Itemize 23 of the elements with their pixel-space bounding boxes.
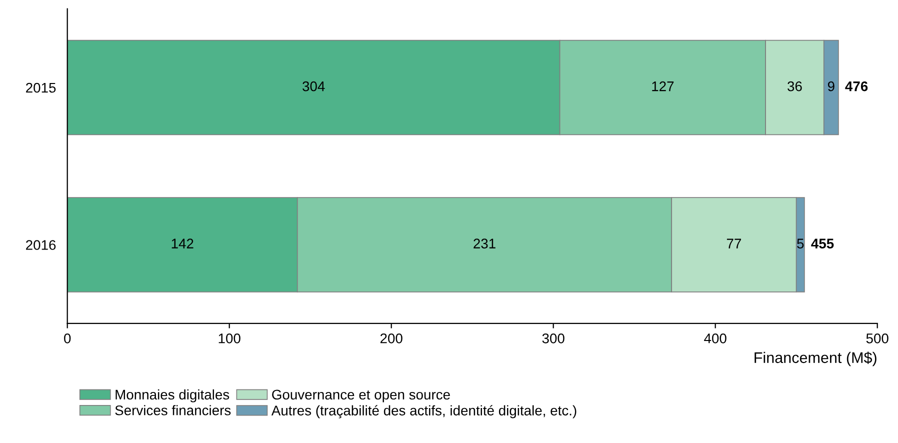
data-label: 231 [474,238,496,248]
data-label: 9 [828,81,834,92]
legend-label: Gouvernance et open source [272,390,450,402]
data-label: 127 [652,81,674,92]
total-label: 476 [845,81,868,92]
legend-label: Autres (traçabilité des actifs, identité digitale, etc.) [271,405,576,418]
x-tick-label: 400 [704,333,726,344]
y-tick-label: 2015 [26,82,56,93]
x-tick-label: 0 [64,333,71,344]
total-label: 455 [811,238,834,248]
x-tick-label: 300 [542,333,564,344]
x-tick-label: 200 [380,333,402,344]
data-label: 36 [788,81,802,92]
legend-label: Services financiers [115,405,231,416]
data-label: 304 [302,81,325,92]
data-label: 77 [726,238,742,248]
legend-label: Monnaies digitales [116,389,230,402]
x-axis-title: Financement (M$) [754,352,876,366]
y-tick-label: 2016 [26,240,56,250]
data-label: 5 [797,238,804,248]
data-label: 142 [172,238,194,248]
x-tick-label: 100 [218,333,240,344]
x-tick-label: 500 [866,333,888,344]
